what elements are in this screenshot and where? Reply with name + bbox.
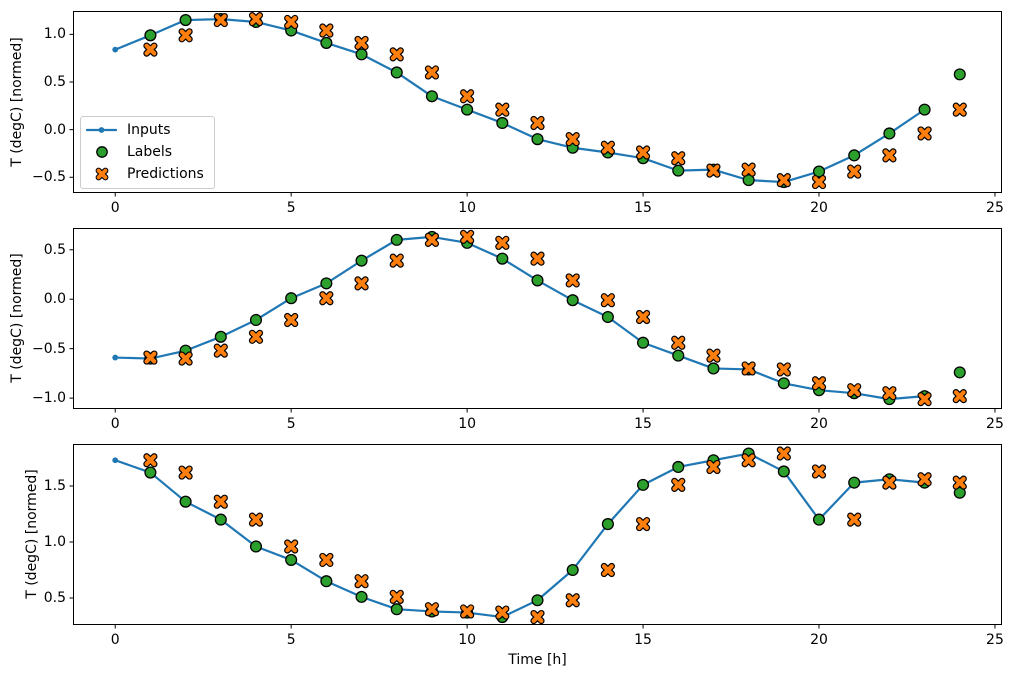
y-tick-label: −1.0	[32, 390, 66, 407]
x-tick-label: 25	[986, 416, 1004, 432]
y-tick-label: −0.5	[32, 169, 66, 186]
axes-frame	[73, 444, 1002, 625]
x-tick-label: 10	[458, 200, 477, 216]
legend-item-labels: Labels	[86, 141, 204, 163]
inputs-series	[112, 16, 928, 185]
predictions-series	[143, 229, 967, 407]
x-tick-label: 5	[286, 632, 296, 648]
legend-label-inputs: Inputs	[127, 122, 171, 138]
predictions-marker-icon	[86, 166, 117, 182]
y-tick-label: 0.0	[43, 291, 66, 308]
inputs-series	[112, 234, 928, 403]
x-tick-label: 0	[110, 416, 120, 432]
x-tick-label: 20	[810, 416, 828, 432]
y-tick-label: 0.5	[43, 73, 66, 90]
y-tick-label: −0.5	[32, 340, 66, 357]
x-tick-label: 15	[634, 200, 652, 216]
predictions-series	[143, 446, 967, 625]
labels-series	[144, 13, 966, 189]
subplot-1-plot-area	[69, 11, 1002, 197]
y-tick-label: 1.5	[43, 478, 66, 494]
subplot-2-plot-area	[69, 228, 1002, 413]
x-tick-label: 0	[110, 200, 120, 216]
legend-item-predictions: Predictions	[86, 163, 204, 185]
x-tick-label: 0	[110, 632, 120, 648]
x-axis-label: Time [h]	[508, 652, 567, 668]
legend-label-predictions: Predictions	[127, 166, 204, 182]
labels-marker-icon	[86, 144, 117, 160]
inputs-line-icon	[86, 122, 117, 138]
axes-frame	[73, 11, 1002, 193]
labels-series	[144, 230, 966, 406]
y-tick-label: 0.5	[43, 241, 66, 258]
x-tick-label: 20	[810, 200, 828, 216]
subplot-3-plot-area	[69, 444, 1002, 629]
y-tick-label: 0.5	[43, 590, 66, 606]
x-tick-label: 15	[634, 416, 652, 432]
predictions-series	[143, 11, 967, 190]
x-tick-label: 10	[458, 632, 477, 648]
y-tick-label: 1.0	[43, 534, 66, 550]
legend: Inputs Labels Predictions	[80, 116, 215, 189]
x-tick-label: 20	[810, 632, 828, 648]
x-tick-label: 25	[986, 200, 1004, 216]
y-axis-label-subplot-2: T (degC) [normed]	[9, 253, 25, 383]
legend-label-labels: Labels	[127, 144, 173, 160]
legend-item-inputs: Inputs	[86, 119, 204, 141]
y-tick-label: 1.0	[43, 26, 66, 43]
x-tick-label: 10	[458, 416, 477, 432]
axes-frame	[73, 228, 1002, 409]
x-tick-label: 15	[634, 632, 652, 648]
inputs-series	[112, 450, 928, 620]
y-tick-label: 0.0	[43, 121, 66, 138]
labels-series	[144, 447, 966, 624]
x-tick-label: 5	[286, 200, 296, 216]
y-axis-label-subplot-1: T (degC) [normed]	[9, 37, 25, 167]
x-tick-label: 25	[986, 632, 1004, 648]
x-tick-label: 5	[286, 416, 296, 432]
